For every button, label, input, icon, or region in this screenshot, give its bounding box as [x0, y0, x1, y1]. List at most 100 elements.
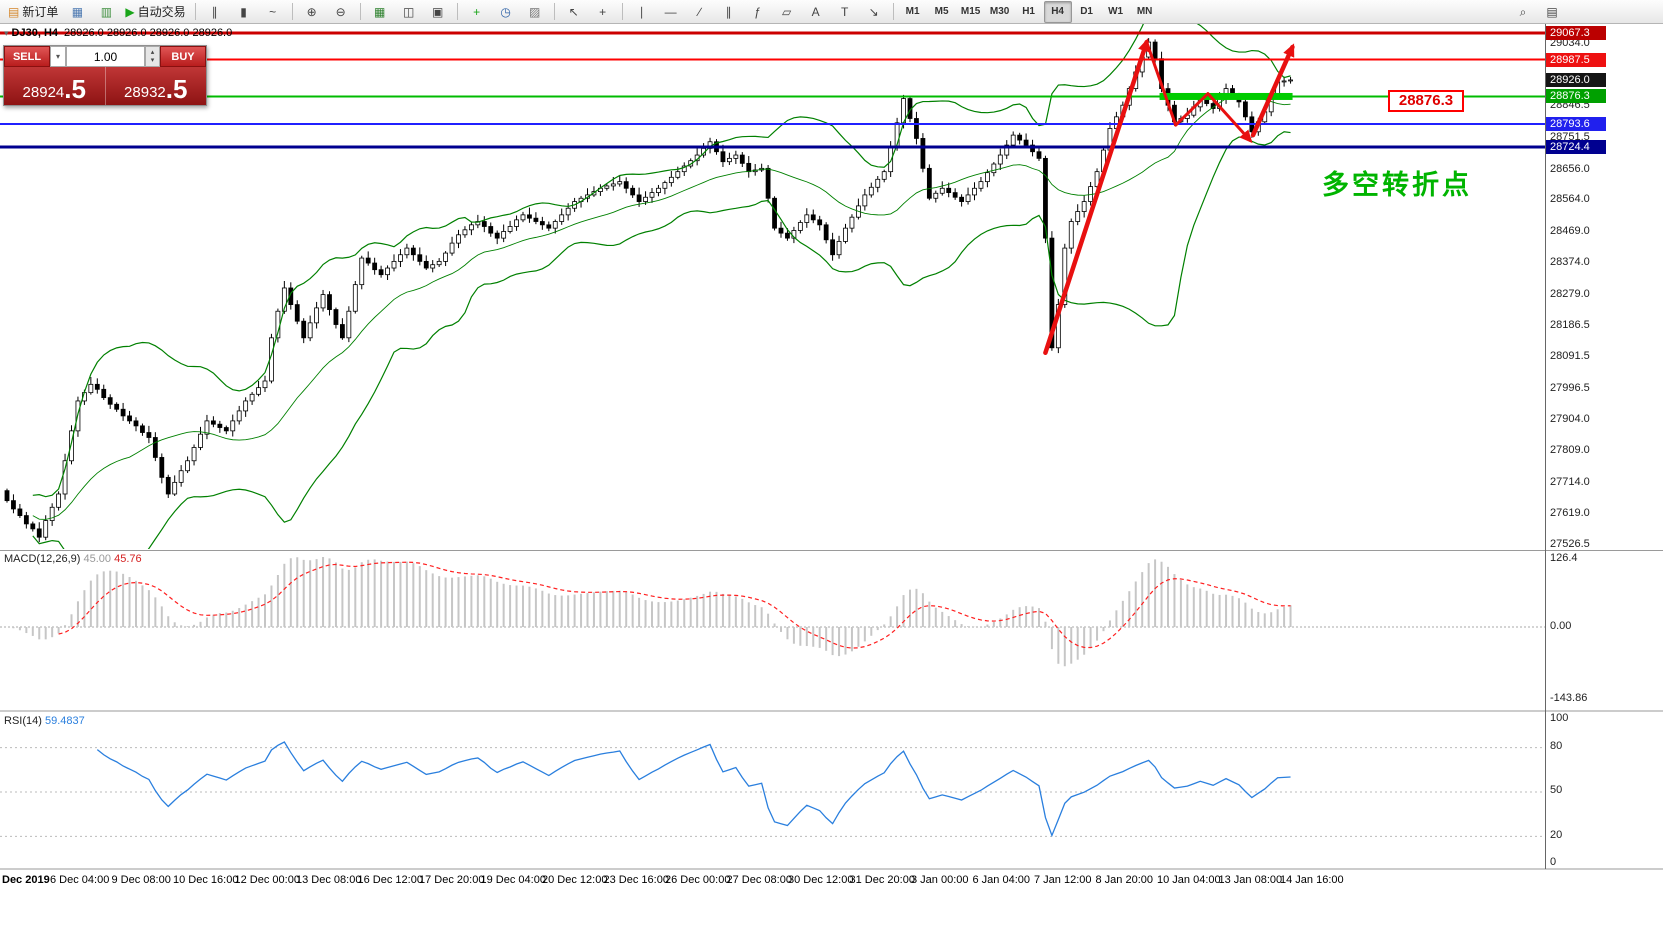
price-callout-tag: 28876.3 [1388, 90, 1464, 112]
price-tick: 28374.0 [1550, 256, 1590, 268]
time-axis-label: 9 Dec 08:00 [111, 874, 171, 886]
trendline-button[interactable]: ∕ [686, 1, 714, 23]
candlestick-chart-button[interactable]: ▮ [230, 1, 258, 23]
price-tick: 28656.0 [1550, 163, 1590, 175]
timeframe-d1-button[interactable]: D1 [1073, 1, 1101, 23]
time-axis-label: 23 Dec 16:00 [603, 874, 669, 886]
line-chart-button[interactable]: ~ [259, 1, 287, 23]
button-label: W1 [1108, 6, 1124, 17]
zoom-in-button[interactable]: ⊕ [298, 1, 326, 23]
toolbar-separator [456, 3, 458, 20]
price-tick: 27526.5 [1550, 538, 1590, 550]
channel-button[interactable]: ∥ [715, 1, 743, 23]
volume-dropdown[interactable]: ▾ [50, 46, 66, 67]
toolbar-separator [359, 3, 361, 20]
arrange-windows-icon: ▣ [431, 4, 444, 19]
tile-windows-icon: ▦ [373, 4, 386, 19]
buy-price-display[interactable]: 28932.5 [104, 67, 207, 105]
timeframe-mn-button[interactable]: MN [1131, 1, 1159, 23]
candlestick-chart-icon: ▮ [240, 4, 247, 19]
bar-chart-button[interactable]: ∥ [201, 1, 229, 23]
button-label: M30 [989, 6, 1010, 17]
shapes-button[interactable]: ▱ [773, 1, 801, 23]
sell-price-display[interactable]: 28924.5 [4, 67, 105, 105]
rsi-axis-label: 80 [1550, 740, 1563, 752]
time-axis[interactable]: Dec 2019 6 Dec 04:00 9 Dec 08:00 10 Dec 16:… [0, 869, 1663, 899]
time-axis-label: 10 Dec 16:00 [173, 874, 239, 886]
timeframe-m15-button[interactable]: M15 [957, 1, 985, 23]
chart-profile-button[interactable]: ▦ [63, 1, 91, 23]
zoom-out-button[interactable]: ⊖ [327, 1, 355, 23]
periods-button[interactable]: ◷ [492, 1, 520, 23]
one-click-trading-panel: SELL ▾ ▴ ▾ BUY 28924.5 28932.5 [3, 45, 207, 106]
fibonacci-icon: ƒ [754, 4, 761, 19]
price-tick: 27714.0 [1550, 476, 1590, 488]
autotrade-button[interactable]: ▶ 自动交易 [121, 1, 189, 23]
chart-ohlc-header: ▾ DJ30, H4 28926.0 28926.0 28926.0 28926.0 [4, 27, 232, 39]
volume-spinner[interactable]: ▴ ▾ [145, 46, 160, 67]
button-label: MN [1136, 6, 1153, 17]
macd-main-value: 45.00 [83, 553, 112, 565]
chart-menu-icon: ▾ [4, 28, 9, 38]
data-window-button[interactable]: ▤ [1538, 1, 1566, 23]
button-label: M15 [960, 6, 981, 17]
add-indicator-button[interactable]: + [463, 1, 491, 23]
sell-button[interactable]: SELL [4, 46, 50, 67]
timeframe-h1-button[interactable]: H1 [1015, 1, 1043, 23]
price-tick: 27996.5 [1550, 382, 1590, 394]
timeframe-w1-button[interactable]: W1 [1102, 1, 1130, 23]
macd-axis-label: -143.86 [1550, 692, 1588, 704]
zoom-out-icon: ⊖ [335, 4, 346, 19]
market-watch-button[interactable]: ▥ [92, 1, 120, 23]
arrow-objects-icon: ↘ [868, 4, 879, 19]
price-tick: 29034.0 [1550, 37, 1590, 49]
toolbar-separator [892, 3, 894, 20]
timeframe-h4-button[interactable]: H4 [1043, 0, 1072, 23]
data-window-icon: ▤ [1546, 4, 1558, 19]
timeframe-m1-button[interactable]: M1 [899, 1, 927, 23]
volume-input[interactable] [66, 46, 145, 67]
button-label: 自动交易 [137, 5, 186, 19]
sell-price-fraction: .5 [64, 74, 86, 104]
timeframe-m5-button[interactable]: M5 [928, 1, 956, 23]
snapshot-button[interactable]: ▨ [521, 1, 549, 23]
arrange-windows-button[interactable]: ▣ [424, 1, 452, 23]
chart-window: ▾ DJ30, H4 28926.0 28926.0 28926.0 28926.0… [0, 24, 1663, 947]
price-level-tag: 28793.6 [1546, 117, 1606, 131]
arrow-objects-button[interactable]: ↘ [860, 1, 888, 23]
rsi-indicator-label: RSI(14) 59.4837 [4, 715, 85, 727]
cascade-windows-button[interactable]: ◫ [395, 1, 423, 23]
bar-chart-icon: ∥ [211, 4, 218, 19]
buy-price-main: 28932 [124, 84, 166, 101]
rsi-axis-label: 0 [1550, 856, 1557, 868]
turning-point-annotation: 多空转折点 [1322, 170, 1472, 200]
vertical-line-icon: ∣ [638, 4, 645, 19]
time-axis-label: 8 Jan 20:00 [1095, 874, 1154, 886]
buy-button[interactable]: BUY [160, 46, 206, 67]
button-label: M5 [934, 6, 949, 17]
label-icon: T [840, 4, 849, 19]
label-button[interactable]: T [831, 1, 859, 23]
crosshair-button[interactable]: + [589, 1, 617, 23]
chevron-down-icon: ▾ [55, 52, 60, 61]
autotrade-icon: ▶ [125, 4, 135, 19]
search-button[interactable]: ⌕ [1509, 1, 1537, 23]
buy-price-fraction: .5 [165, 74, 188, 104]
fibonacci-button[interactable]: ƒ [744, 1, 772, 23]
horizontal-line-button[interactable]: ― [657, 1, 685, 23]
button-label: 新订单 [22, 5, 59, 19]
cursor-button[interactable]: ↖ [560, 1, 588, 23]
shapes-icon: ▱ [781, 4, 792, 19]
price-tick: 28469.0 [1550, 225, 1590, 237]
vertical-line-button[interactable]: ∣ [628, 1, 656, 23]
price-tick: 28279.0 [1550, 288, 1590, 300]
tile-windows-button[interactable]: ▦ [366, 1, 394, 23]
toolbar-separator [621, 3, 623, 20]
timeframe-m30-button[interactable]: M30 [986, 1, 1014, 23]
rsi-value: 59.4837 [44, 715, 85, 727]
new-order-button[interactable]: ▤ 新订单 [4, 1, 62, 23]
button-label: H4 [1051, 6, 1064, 17]
zoom-in-icon: ⊕ [306, 4, 317, 19]
trendline-icon: ∕ [698, 4, 701, 19]
text-button[interactable]: A [802, 1, 830, 23]
